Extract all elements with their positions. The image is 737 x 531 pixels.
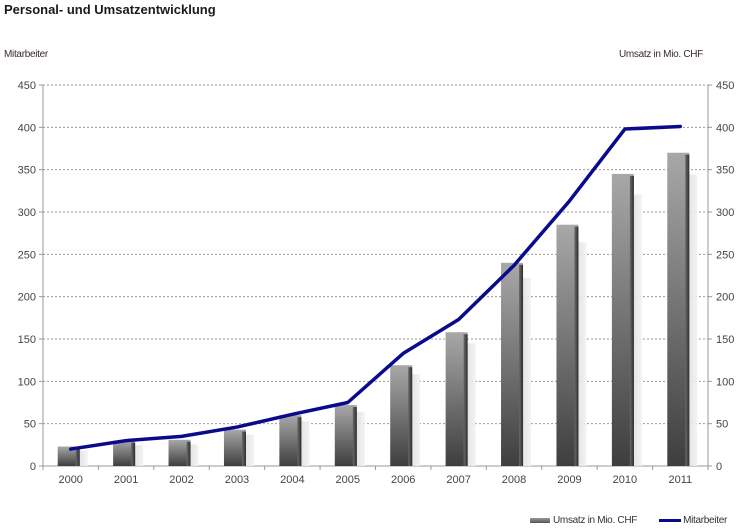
bar <box>611 173 634 466</box>
x-tick-label: 2004 <box>280 474 304 486</box>
bar-side <box>629 175 634 466</box>
y-right-tick-label: 0 <box>716 461 722 473</box>
y-left-tick-label: 150 <box>18 334 36 346</box>
bar <box>334 405 357 466</box>
y-left-tick-label: 350 <box>18 165 36 177</box>
x-tick-label: 2006 <box>391 474 415 486</box>
bar <box>556 224 579 466</box>
bar <box>223 429 246 466</box>
bar-side <box>685 154 690 466</box>
y-right-tick-label: 250 <box>716 249 734 261</box>
bar-side <box>75 448 80 466</box>
bar-side <box>352 407 357 466</box>
x-tick-label: 2009 <box>557 474 581 486</box>
y-left-tick-label: 0 <box>30 461 36 473</box>
x-tick-label: 2000 <box>58 474 82 486</box>
bar <box>57 446 80 466</box>
line-series-mitarbeiter <box>68 124 683 451</box>
bar <box>279 415 302 466</box>
bar <box>667 152 690 466</box>
x-tick-label: 2003 <box>225 474 249 486</box>
y-right-tick-label: 200 <box>716 292 734 304</box>
y-left-tick-label: 300 <box>18 207 36 219</box>
x-tick-label: 2011 <box>668 474 692 486</box>
bar <box>501 262 524 466</box>
y-left-tick-label: 200 <box>18 292 36 304</box>
legend-bar-label: Umsatz in Mio. CHF <box>553 515 638 526</box>
x-tick-label: 2010 <box>613 474 637 486</box>
bar <box>445 332 468 466</box>
y-left-tick-label: 100 <box>18 376 36 388</box>
y-left-tick-label: 50 <box>24 419 36 431</box>
y-right-tick-label: 100 <box>716 376 734 388</box>
y-right-tick-label: 150 <box>716 334 734 346</box>
bar-side <box>186 441 191 466</box>
y-axis-left-label: Mitarbeiter <box>4 49 48 60</box>
y-left-tick-label: 450 <box>18 80 36 92</box>
y-axis-right-label: Umsatz in Mio. CHF <box>618 49 703 60</box>
legend-bar-swatch <box>530 518 550 523</box>
bar-side <box>297 417 302 466</box>
x-tick-label: 2008 <box>502 474 526 486</box>
x-tick-label: 2001 <box>114 474 138 486</box>
bar-side <box>241 431 246 466</box>
y-left-tick-label: 250 <box>18 249 36 261</box>
legend-line-swatch <box>659 519 682 522</box>
y-right-tick-label: 400 <box>716 122 734 134</box>
y-right-tick-label: 50 <box>716 419 728 431</box>
legend-line-label: Mitarbeiter <box>683 515 727 526</box>
y-right-tick-label: 300 <box>716 207 734 219</box>
legend: Umsatz in Mio. CHF Mitarbeiter <box>530 515 727 526</box>
y-right-tick-label: 450 <box>716 80 734 92</box>
bar <box>168 439 191 466</box>
bar-side <box>131 442 136 466</box>
bar-side <box>408 367 413 466</box>
bar <box>113 440 136 466</box>
x-tick-label: 2002 <box>169 474 193 486</box>
x-tick-label: 2007 <box>446 474 470 486</box>
bar-side <box>519 264 524 466</box>
y-right-tick-label: 350 <box>716 165 734 177</box>
y-left-tick-label: 400 <box>18 122 36 134</box>
bar-side <box>463 334 468 466</box>
bar-side <box>574 226 579 466</box>
x-tick-label: 2005 <box>336 474 360 486</box>
chart-plot: 0 0 50 50 100 100 150 150 200 200 250 250 300 300 350 3… <box>18 80 735 486</box>
bar <box>390 365 413 466</box>
chart-title: Personal- und Umsatzentwicklung <box>4 2 216 17</box>
